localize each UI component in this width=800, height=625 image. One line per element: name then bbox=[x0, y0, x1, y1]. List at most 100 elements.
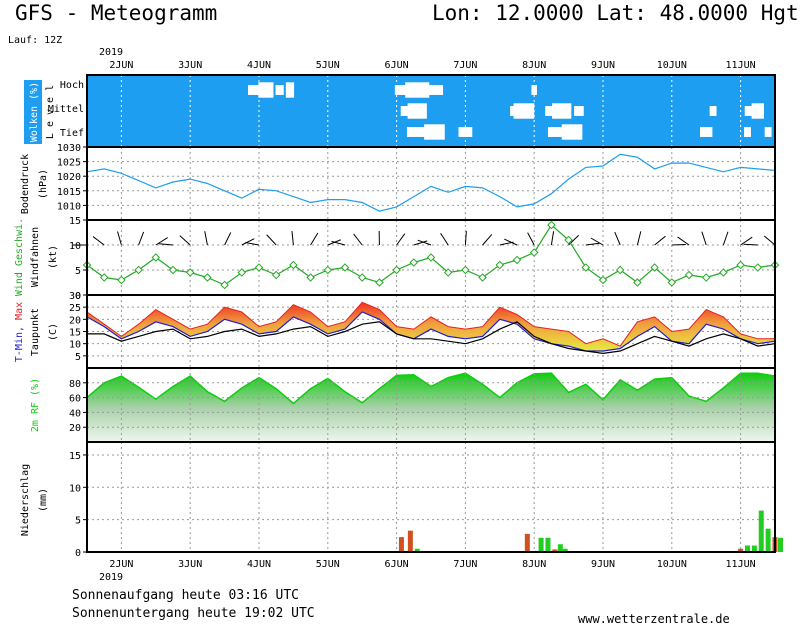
wind-barb bbox=[179, 235, 191, 246]
wind-speed-point bbox=[151, 253, 161, 262]
pressure-line bbox=[86, 153, 776, 212]
y-tick-label: 20 bbox=[69, 423, 81, 434]
cloud-clear-patch bbox=[275, 85, 284, 95]
y-tick-label: 1020 bbox=[57, 172, 81, 183]
wind-barb bbox=[722, 231, 729, 246]
wind-speed-point bbox=[237, 268, 247, 277]
year-top: 2019 bbox=[99, 47, 123, 58]
cloud-clear-patch bbox=[744, 106, 758, 116]
y-tick-label: 30 bbox=[69, 291, 81, 302]
wind-speed-point bbox=[633, 278, 642, 287]
day-label-top: 7JUN bbox=[453, 60, 477, 71]
wind-barb-axis-label: Windfahnen bbox=[30, 227, 41, 287]
panel-frame bbox=[86, 441, 776, 553]
y-tick-label: 80 bbox=[69, 379, 81, 390]
cloud-axis-label: Wolken (%) bbox=[29, 82, 40, 142]
wind-speed-point bbox=[719, 268, 728, 277]
wind-barb bbox=[636, 231, 642, 246]
precip-bar-large-scale bbox=[398, 537, 404, 552]
cloud-label-box bbox=[24, 80, 42, 144]
wind-speed-point bbox=[357, 273, 367, 282]
wind-barb bbox=[117, 231, 122, 246]
temperature-unit-label: (C) bbox=[48, 323, 59, 341]
wind-barb bbox=[159, 243, 174, 246]
wind-speed-point bbox=[529, 248, 539, 257]
wind-speed-point bbox=[495, 260, 505, 270]
wind-barb bbox=[241, 238, 255, 246]
wind-speed-point bbox=[547, 220, 556, 230]
precip-bar-convective bbox=[414, 548, 420, 552]
wind-barb bbox=[740, 236, 753, 246]
wind-barb bbox=[743, 243, 758, 246]
wind-speed-point bbox=[701, 273, 711, 282]
cloud-clear-patch bbox=[552, 103, 572, 119]
wind-speed-point bbox=[598, 275, 608, 285]
y-tick-label: 1015 bbox=[57, 187, 81, 198]
wind-speed-point bbox=[461, 265, 470, 275]
y-tick-label: 10 bbox=[69, 483, 81, 494]
humidity-line bbox=[86, 372, 776, 405]
wind-speed-point bbox=[203, 273, 212, 282]
y-tick-label: 10 bbox=[69, 340, 81, 351]
precip-bar-large-scale bbox=[524, 533, 530, 552]
wind-barb bbox=[677, 236, 690, 246]
cloud-clear-patch bbox=[407, 103, 427, 119]
precip-bar-convective bbox=[758, 510, 764, 552]
wind-barb bbox=[527, 232, 535, 246]
cloud-clear-patch bbox=[744, 127, 751, 137]
wind-speed-point bbox=[375, 278, 384, 287]
wind-barb bbox=[138, 231, 145, 246]
wind-speed-point bbox=[306, 273, 315, 282]
precip-bar-convective bbox=[765, 528, 771, 552]
cloud-clear-patch bbox=[406, 127, 428, 137]
wind-speed-point bbox=[478, 273, 487, 282]
cloud-clear-patch bbox=[709, 106, 717, 116]
cloud-clear-patch bbox=[424, 124, 445, 140]
day-label-top: 9JUN bbox=[591, 60, 615, 71]
cloud-clear-patch bbox=[247, 85, 264, 95]
precip-bar-convective bbox=[778, 537, 783, 552]
y-tick-label: 1025 bbox=[57, 158, 81, 169]
cloud-clear-patch bbox=[700, 127, 713, 137]
cloud-clear-patch bbox=[425, 85, 444, 95]
day-label-bottom: 5JUN bbox=[316, 559, 340, 570]
y-tick-label: 60 bbox=[69, 394, 81, 405]
chart-title: GFS - Meteogramm bbox=[15, 1, 217, 25]
precip-bar-convective bbox=[557, 544, 563, 552]
wind-speed-point bbox=[426, 253, 436, 262]
wind-speed-point bbox=[254, 263, 264, 272]
model-run: Lauf: 12Z bbox=[8, 35, 62, 46]
source-link[interactable]: www.wetterzentrale.de bbox=[578, 612, 730, 625]
cloud-clear-patch bbox=[561, 124, 583, 140]
y-tick-label: 5 bbox=[75, 352, 81, 363]
wind-barb bbox=[440, 232, 449, 246]
cloud-clear-patch bbox=[547, 127, 569, 137]
wind-barb bbox=[614, 231, 621, 246]
y-tick-label: 15 bbox=[69, 216, 81, 227]
y-tick-label: 15 bbox=[69, 328, 81, 339]
year-bottom: 2019 bbox=[99, 572, 123, 583]
wind-barb bbox=[482, 234, 493, 246]
sunset-text: Sonnenuntergang heute 19:02 UTC bbox=[72, 606, 315, 621]
y-tick-label: 0 bbox=[75, 548, 81, 559]
wind-speed-point bbox=[615, 265, 625, 275]
wind-speed-point bbox=[736, 260, 745, 270]
wind-barb bbox=[353, 233, 363, 246]
wind-speed-point bbox=[392, 265, 401, 275]
y-tick-label: 25 bbox=[69, 303, 81, 314]
wind-speed-point bbox=[409, 258, 419, 267]
day-label-bottom: 2JUN bbox=[109, 559, 133, 570]
y-tick-label: 1010 bbox=[57, 201, 81, 212]
wind-barb bbox=[331, 240, 346, 246]
precip-bar-convective bbox=[751, 545, 757, 552]
wind-speed-point bbox=[443, 268, 453, 277]
day-label-bottom: 6JUN bbox=[385, 559, 409, 570]
wind-barb bbox=[204, 231, 208, 246]
wind-barb bbox=[590, 237, 604, 246]
wind-speed-axis-label: Wind Geschwi. bbox=[14, 218, 25, 296]
precip-axis-label: Niederschlag bbox=[20, 464, 31, 536]
day-label-top: 6JUN bbox=[385, 60, 409, 71]
cloud-level-label: Mittel bbox=[48, 104, 84, 115]
